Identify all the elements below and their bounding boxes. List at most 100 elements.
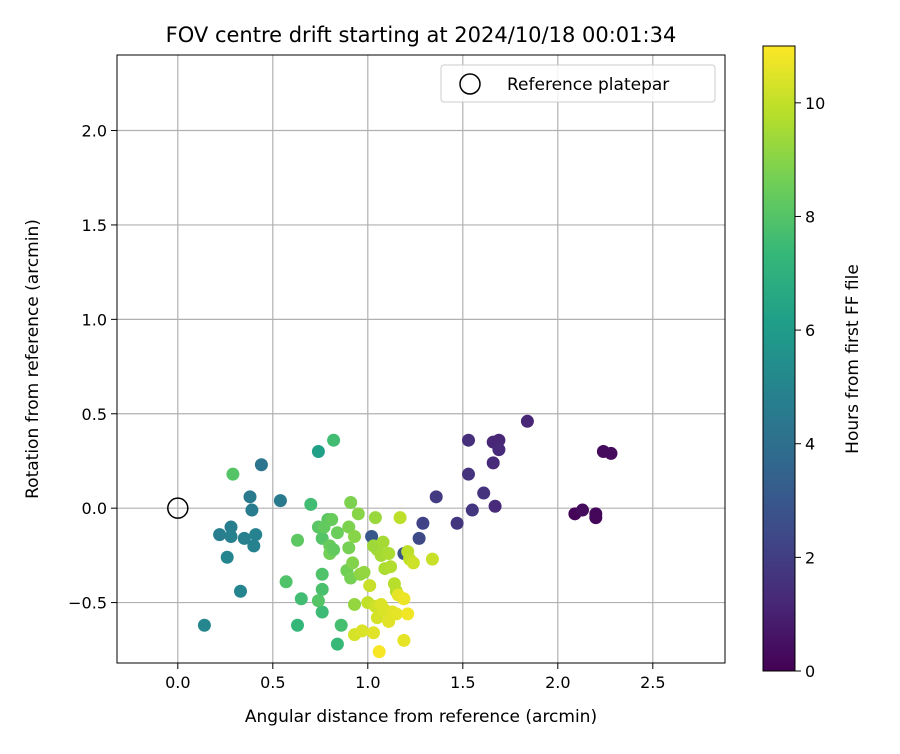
data-point-53: [330, 526, 344, 540]
x-tick-label-3: 1.5: [450, 673, 475, 692]
plot-frame: [116, 54, 726, 664]
colorbar-tick-label-3: 6: [805, 321, 815, 340]
data-point-33: [234, 584, 247, 598]
data-point-48: [291, 533, 304, 547]
data-point-75: [384, 560, 398, 574]
data-point-45: [311, 594, 325, 608]
colorbar-gradient: [762, 45, 796, 672]
data-point-98: [355, 624, 369, 638]
data-point-25: [245, 503, 259, 517]
y-tick-label-1: 0.0: [82, 499, 107, 518]
data-point-31: [247, 539, 261, 553]
data-point-29: [237, 531, 251, 545]
data-point-43: [315, 605, 329, 619]
data-point-38: [304, 497, 318, 511]
data-point-46: [315, 582, 329, 596]
y-tick-label-5: 2.0: [82, 122, 107, 141]
data-point-56: [327, 543, 341, 557]
data-point-22: [254, 458, 268, 472]
data-point-18: [416, 516, 430, 530]
data-point-14: [477, 486, 491, 500]
data-point-39: [291, 618, 304, 632]
data-point-100: [372, 645, 386, 659]
data-point-40: [294, 592, 308, 606]
colorbar: 0 2 4 6 8 10 Hours from first FF file: [762, 45, 863, 681]
colorbar-tick-label-2: 4: [805, 435, 815, 454]
legend: Reference platepar: [440, 64, 716, 103]
data-point-36: [327, 433, 341, 447]
y-tick-label-3: 1.0: [82, 310, 107, 329]
x-axis-ticks: 0.0 0.5 1.0 1.5 2.0 2.5: [165, 663, 666, 692]
data-point-96: [397, 633, 411, 647]
data-point-27: [213, 528, 227, 542]
data-point-2: [589, 511, 603, 525]
data-point-67: [357, 565, 371, 579]
data-point-32: [220, 550, 234, 564]
reference-marker-layer: [167, 497, 189, 519]
data-point-83: [348, 597, 361, 611]
y-axis-ticks: −0.5 0.0 0.5 1.0 1.5 2.0: [68, 122, 117, 613]
colorbar-tick-label-1: 2: [805, 548, 815, 567]
data-points: [197, 414, 618, 659]
plot-area-background: [117, 55, 725, 663]
data-point-78: [393, 511, 407, 525]
data-point-99: [367, 626, 380, 640]
data-point-30: [249, 528, 263, 542]
data-point-13: [462, 467, 475, 481]
data-point-68: [368, 511, 382, 525]
data-point-41: [330, 637, 344, 651]
data-point-95: [401, 607, 415, 621]
data-point-62: [344, 496, 358, 510]
data-point-24: [273, 494, 287, 508]
x-tick-label-2: 1.0: [355, 673, 380, 692]
data-point-82: [425, 552, 439, 566]
data-point-61: [342, 520, 356, 534]
data-point-16: [450, 516, 464, 530]
data-point-35: [311, 445, 325, 459]
x-tick-label-4: 2.0: [545, 673, 570, 692]
data-point-12: [462, 433, 475, 447]
colorbar-label: Hours from first FF file: [843, 264, 863, 454]
data-point-81: [406, 556, 420, 570]
data-point-11: [488, 499, 502, 513]
data-point-42: [334, 618, 348, 632]
colorbar-tick-label-0: 0: [805, 662, 815, 681]
data-point-44: [279, 575, 293, 589]
data-point-64: [348, 529, 361, 543]
colorbar-tick-label-4: 8: [805, 207, 815, 226]
data-point-34: [197, 618, 211, 632]
data-point-10: [486, 456, 500, 470]
data-point-57: [317, 520, 331, 534]
grid-lines: [117, 55, 725, 663]
legend-entry-label: Reference platepar: [507, 75, 669, 95]
y-tick-label-0: −0.5: [68, 594, 107, 613]
data-point-28: [224, 529, 238, 543]
data-point-26: [224, 520, 238, 534]
y-axis-label: Rotation from reference (arcmin): [23, 219, 43, 499]
data-point-74: [382, 546, 396, 560]
data-point-85: [363, 579, 377, 593]
data-point-94: [397, 592, 411, 606]
colorbar-ticks: 0 2 4 6 8 10: [795, 94, 825, 681]
y-tick-label-2: 0.5: [82, 405, 107, 424]
legend-box: [440, 64, 716, 103]
data-point-15: [465, 503, 479, 517]
data-point-71: [376, 535, 390, 549]
legend-reference-marker: [459, 73, 481, 95]
data-point-65: [351, 507, 365, 521]
data-point-47: [315, 567, 329, 581]
data-point-17: [429, 490, 443, 504]
data-point-63: [346, 556, 360, 570]
data-point-37: [226, 467, 240, 481]
x-axis-label: Angular distance from reference (arcmin): [245, 707, 597, 727]
data-point-19: [412, 531, 426, 545]
data-point-3: [576, 503, 589, 517]
data-point-6: [520, 414, 534, 428]
x-tick-label-5: 2.5: [640, 673, 665, 692]
x-tick-label-0: 0.0: [165, 673, 190, 692]
data-point-5: [604, 446, 618, 460]
colorbar-tick-label-5: 10: [805, 94, 825, 113]
data-point-23: [243, 490, 257, 504]
